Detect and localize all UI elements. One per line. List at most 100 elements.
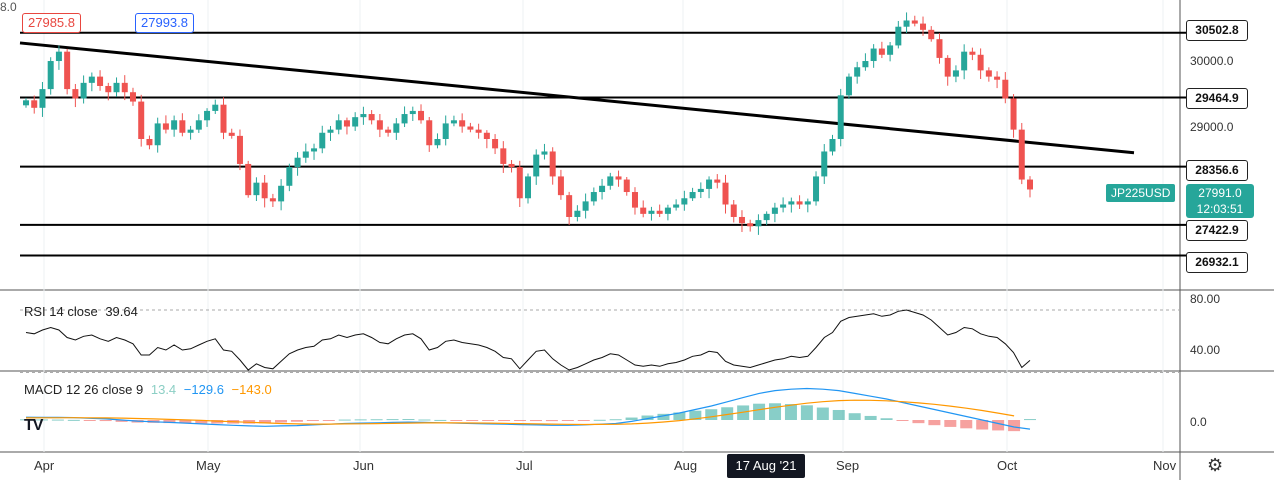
candle-body-39 [343,120,350,127]
candle-body-42 [368,114,375,121]
macd-label: MACD 12 26 close 9 [24,382,144,397]
macd-hist-bar-42 [689,410,702,420]
macd-hist-bar-17 [290,420,303,422]
candle-body-83 [706,179,713,189]
macd-hist-bar-40 [657,413,670,420]
gear-icon[interactable]: ⚙ [1207,455,1224,475]
tradingview-logo-icon[interactable]: TV [24,417,43,434]
month-apr: Apr [34,458,55,473]
macd-hist-bar-48 [784,404,797,420]
candle-body-7 [80,82,87,99]
candle-body-105 [887,45,894,55]
level-label-1: 30502.8 [1186,20,1248,41]
candle-body-68 [582,201,589,211]
candle-body-60 [516,167,523,199]
macd-hist-bar-63 [1024,419,1036,421]
macd-hist-bar-10 [179,420,192,424]
macd-hist-bar-39 [641,415,654,420]
candle-body-66 [566,195,573,217]
candle-body-33 [294,157,301,168]
macd-hist-bar-23 [386,419,399,421]
macd-hist-bar-52 [848,413,861,420]
candle-body-110 [928,29,935,40]
macd-legend[interactable]: MACD 12 26 close 9 13.4 −129.6 −143.0 [24,382,272,397]
candle-body-102 [862,61,869,68]
candle-body-36 [319,132,326,149]
candle-body-16 [154,123,161,146]
macd-hist-bar-24 [402,419,415,421]
macd-line [25,387,1031,430]
macd-hist-bar-55 [896,420,909,421]
candle-body-113 [952,70,959,77]
level-label-2: 29464.9 [1186,88,1248,109]
candle-body-54 [467,126,474,130]
month-sep: Sep [836,458,860,473]
macd-line-value: −129.6 [183,382,224,397]
bar-countdown: 12:03:51 [1196,202,1244,216]
candle-body-49 [426,120,433,146]
candle-body-80 [681,198,688,205]
candle-body-71 [607,176,614,186]
candle-body-65 [557,176,564,196]
month-nov: Nov [1153,458,1177,473]
candle-body-97 [821,151,828,177]
level-label-4: 27422.9 [1186,220,1248,241]
candle-body-114 [961,51,968,71]
level-label-5: 26932.1 [1186,252,1248,273]
candle-body-95 [804,201,811,205]
price-tick-30000: 30000.0 [1190,54,1234,68]
candle-body-109 [920,23,927,30]
candle-body-22 [204,110,211,121]
ask-price-box[interactable]: 27993.8 [135,13,194,33]
bid-price-box[interactable]: 27985.8 [22,13,81,33]
crosshair-date-label: 17 Aug '21 [727,454,805,478]
candle-body-19 [179,120,186,133]
candle-body-76 [648,210,655,214]
candle-body-72 [615,176,622,180]
candle-body-9 [97,76,104,86]
candle-body-116 [977,54,984,71]
macd-hist-bar-37 [609,419,622,421]
candle-body-69 [590,192,597,202]
macd-hist-bar-62 [1008,420,1021,432]
macd-hist-bar-6 [115,420,128,422]
candle-body-63 [541,151,548,155]
candle-body-103 [870,48,877,62]
macd-hist-bar-36 [593,419,606,421]
candle-body-115 [969,51,976,55]
macd-hist-bar-9 [163,420,176,424]
month-jun: Jun [353,458,374,473]
candle-body-121 [1018,129,1025,180]
candle-body-56 [483,132,490,139]
candle-body-12 [121,82,128,93]
current-price: 27991.0 [1198,186,1242,200]
macd-hist-bar-46 [753,403,766,420]
candle-body-27 [245,163,252,196]
rsi-legend[interactable]: RSI 14 close 39.64 [24,304,138,319]
candle-body-112 [944,57,951,77]
rsi-tick-80: 80.00 [1190,292,1221,306]
candle-body-4 [55,51,62,62]
macd-hist-bar-31 [514,420,527,421]
candle-body-21 [195,120,202,130]
candle-body-62 [533,154,540,177]
macd-hist-bar-27 [450,420,463,421]
candle-body-119 [1002,79,1009,99]
month-jul: Jul [516,458,533,473]
candle-body-15 [146,139,153,146]
macd-hist-bar-38 [625,417,638,420]
candle-body-25 [228,132,235,136]
macd-hist-bar-57 [928,420,941,426]
candle-body-38 [335,120,342,130]
candle-body-86 [730,204,737,217]
candle-body-87 [738,216,745,224]
macd-hist-bar-43 [705,409,718,420]
candle-body-101 [854,67,861,77]
candle-body-81 [689,192,696,199]
candle-body-24 [220,104,227,133]
candle-body-45 [393,123,400,133]
macd-hist-bar-11 [195,420,208,424]
rsi-line [25,309,1031,371]
candle-body-55 [475,129,482,133]
